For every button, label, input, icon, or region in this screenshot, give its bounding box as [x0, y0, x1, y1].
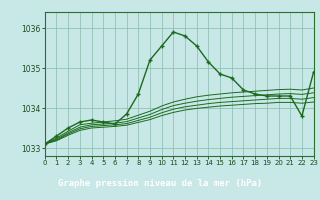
Text: Graphe pression niveau de la mer (hPa): Graphe pression niveau de la mer (hPa)	[58, 179, 262, 188]
